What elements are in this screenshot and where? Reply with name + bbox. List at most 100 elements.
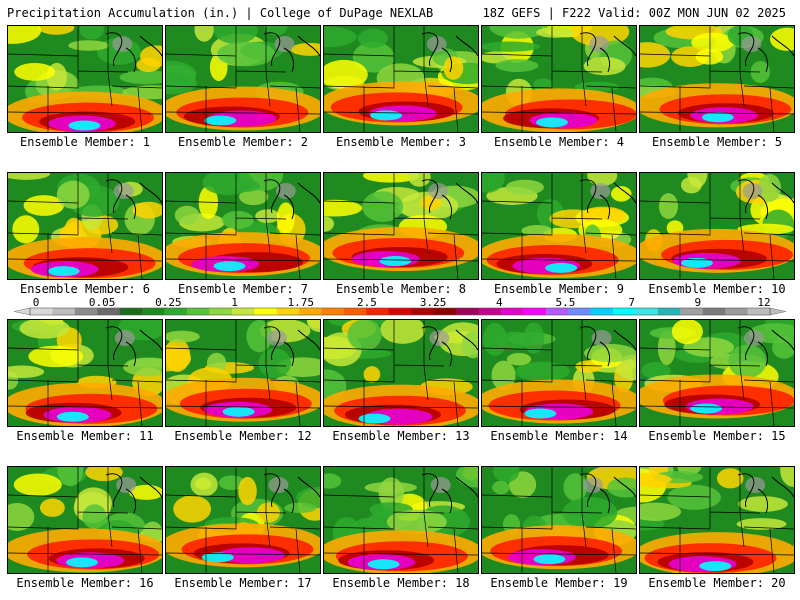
precip-map — [323, 466, 479, 574]
colorbar-right-arrow — [769, 307, 787, 316]
precip-map-graphic — [8, 173, 162, 279]
colorbar-swatch — [725, 308, 749, 315]
colorbar-tick-label: 5.5 — [556, 296, 576, 309]
precip-map-graphic — [8, 320, 162, 426]
ensemble-member-label: Ensemble Member: 9 — [493, 282, 625, 296]
precip-map-graphic — [166, 320, 320, 426]
precip-map — [639, 466, 795, 574]
precip-map — [165, 172, 321, 280]
precip-map — [165, 466, 321, 574]
colorbar-tick-label: 9 — [695, 296, 702, 309]
colorbar-swatch — [321, 308, 345, 315]
ensemble-member-label: Ensemble Member: 15 — [648, 429, 786, 443]
ensemble-member-label: Ensemble Member: 2 — [177, 135, 309, 149]
precip-map — [323, 319, 479, 427]
precip-map — [323, 172, 479, 280]
colorbar-swatch — [680, 308, 704, 315]
ensemble-member-label: Ensemble Member: 1 — [19, 135, 151, 149]
ensemble-member-label: Ensemble Member: 8 — [335, 282, 467, 296]
precip-map — [323, 25, 479, 133]
precip-map — [639, 25, 795, 133]
colorbar-swatch — [478, 308, 502, 315]
precip-map-graphic — [166, 173, 320, 279]
colorbar-tick-label: 12 — [757, 296, 770, 309]
precip-map-graphic — [482, 26, 636, 132]
precip-map-graphic — [324, 320, 478, 426]
colorbar-tick-label: 0 — [33, 296, 40, 309]
precip-map — [481, 319, 637, 427]
precip-map-graphic — [482, 467, 636, 573]
colorbar-swatch — [343, 308, 367, 315]
colorbar-swatch — [613, 308, 636, 315]
precip-map — [165, 319, 321, 427]
ensemble-member-label: Ensemble Member: 7 — [177, 282, 309, 296]
colorbar-tick-label: 4 — [496, 296, 503, 309]
colorbar-swatch — [657, 308, 681, 315]
ensemble-member-label: Ensemble Member: 12 — [174, 429, 312, 443]
precip-map-graphic — [324, 467, 478, 573]
ensemble-member-label: Ensemble Member: 17 — [174, 576, 312, 590]
colorbar-swatch — [456, 308, 479, 315]
precip-map-graphic — [482, 320, 636, 426]
colorbar-legend: 0 0.05 0.25 1 1.75 2.5 3.25 4 5.5 7 9 12 — [12, 296, 788, 322]
colorbar-outline — [29, 307, 771, 316]
ensemble-member-label: Ensemble Member: 3 — [335, 135, 467, 149]
precip-map — [639, 172, 795, 280]
colorbar-swatch — [500, 308, 524, 315]
precip-map — [7, 319, 163, 427]
colorbar-swatch — [635, 308, 659, 315]
colorbar-swatch — [433, 308, 457, 315]
colorbar-tick-label: 0.05 — [89, 296, 116, 309]
model-run-info: 18Z GEFS | F222 Valid: 00Z MON JUN 02 20… — [482, 6, 786, 20]
colorbar-swatch — [52, 308, 76, 315]
ensemble-member-label: Ensemble Member: 5 — [651, 135, 783, 149]
colorbar-swatch — [231, 308, 255, 315]
precip-map — [481, 25, 637, 133]
colorbar-swatch — [254, 308, 278, 315]
colorbar-swatch — [299, 308, 323, 315]
colorbar-tick-label: 1 — [231, 296, 238, 309]
colorbar-swatch — [747, 308, 771, 315]
colorbar-swatch — [276, 308, 300, 315]
colorbar-left-arrow — [13, 307, 31, 316]
colorbar-swatch — [545, 308, 569, 315]
precip-map-graphic — [166, 26, 320, 132]
colorbar-tick-label: 3.25 — [420, 296, 447, 309]
precip-map-graphic — [324, 26, 478, 132]
colorbar-swatch — [164, 308, 188, 315]
colorbar-swatch — [97, 308, 121, 315]
colorbar-swatch — [366, 308, 390, 315]
colorbar-tick-label: 7 — [628, 296, 635, 309]
precip-map — [165, 25, 321, 133]
colorbar-swatch — [142, 308, 166, 315]
precip-map — [7, 25, 163, 133]
colorbar-swatch — [702, 308, 726, 315]
colorbar-tick-label: 0.25 — [155, 296, 182, 309]
precip-map-graphic — [640, 320, 794, 426]
colorbar-swatch — [186, 308, 210, 315]
colorbar-swatch — [388, 308, 412, 315]
precip-map-graphic — [324, 173, 478, 279]
colorbar-tick-label: 1.75 — [287, 296, 314, 309]
precip-map — [639, 319, 795, 427]
precip-map-graphic — [8, 467, 162, 573]
ensemble-member-label: Ensemble Member: 6 — [19, 282, 151, 296]
colorbar-swatch — [590, 308, 614, 315]
precip-map-graphic — [166, 467, 320, 573]
ensemble-member-label: Ensemble Member: 14 — [490, 429, 628, 443]
ensemble-member-label: Ensemble Member: 18 — [332, 576, 470, 590]
precip-map — [7, 466, 163, 574]
precip-map — [481, 466, 637, 574]
precip-map — [481, 172, 637, 280]
precip-map-graphic — [640, 173, 794, 279]
ensemble-member-label: Ensemble Member: 4 — [493, 135, 625, 149]
ensemble-member-label: Ensemble Member: 10 — [648, 282, 786, 296]
colorbar-swatch — [209, 308, 233, 315]
ensemble-member-label: Ensemble Member: 11 — [16, 429, 154, 443]
ensemble-member-label: Ensemble Member: 20 — [648, 576, 786, 590]
colorbar-svg: 0 0.05 0.25 1 1.75 2.5 3.25 4 5.5 7 9 12 — [13, 296, 787, 316]
colorbar-tick-label: 2.5 — [357, 296, 377, 309]
colorbar-swatch — [568, 308, 592, 315]
precip-map-graphic — [482, 173, 636, 279]
colorbar-swatch — [119, 308, 143, 315]
